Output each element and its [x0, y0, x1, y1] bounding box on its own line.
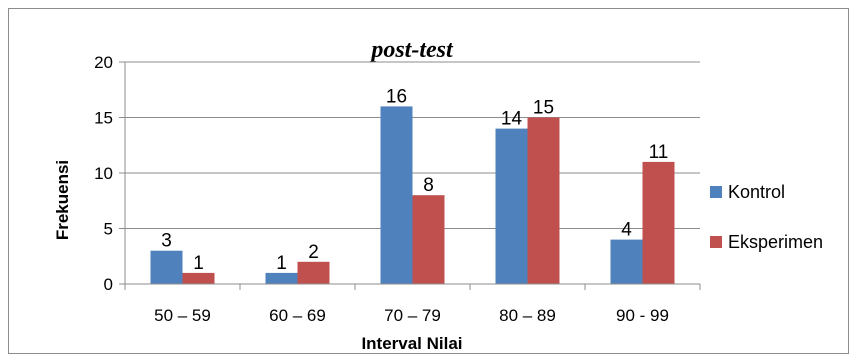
x-tick-label: 70 – 79: [384, 306, 441, 325]
legend-swatch-kontrol: [710, 186, 722, 198]
bar-kontrol: [265, 272, 298, 284]
data-label: 15: [533, 98, 554, 119]
data-label: 3: [161, 231, 172, 252]
bar-eksperimen: [297, 261, 330, 284]
data-label: 2: [308, 242, 319, 263]
y-tick-label: 10: [94, 164, 113, 183]
legend-label-eksperimen: Eksperimen: [728, 232, 823, 252]
bar-eksperimen: [642, 161, 675, 284]
x-axis-ticks: 50 – 59 60 – 69 70 – 79 80 – 89 90 - 99: [124, 284, 701, 325]
x-axis-title: Interval Nilai: [361, 334, 462, 353]
bar-eksperimen: [412, 195, 445, 284]
data-label: 1: [193, 253, 204, 274]
legend-swatch-eksperimen: [710, 236, 722, 248]
bars: [150, 106, 675, 285]
data-label: 16: [386, 86, 407, 107]
data-label: 11: [649, 142, 669, 163]
x-tick-label: 60 – 69: [269, 306, 326, 325]
legend-label-kontrol: Kontrol: [728, 182, 785, 202]
y-tick-label: 15: [94, 109, 113, 128]
x-tick-label: 80 – 89: [499, 306, 556, 325]
legend: Kontrol Eksperimen: [710, 182, 823, 252]
data-label: 1: [276, 253, 287, 274]
bar-eksperimen: [527, 117, 560, 284]
bar-kontrol: [150, 250, 183, 284]
y-axis-ticks: 0 5 10 15 20: [94, 53, 126, 294]
y-tick-label: 0: [104, 275, 113, 294]
bar-kontrol: [380, 106, 413, 285]
y-tick-label: 20: [94, 53, 113, 72]
chart-title: post-test: [369, 37, 454, 63]
bar-kontrol: [495, 128, 528, 284]
y-axis-title: Frekuensi: [53, 160, 72, 240]
data-label: 8: [423, 175, 434, 196]
x-tick-label: 50 – 59: [154, 306, 211, 325]
chart-frame: [8, 8, 849, 354]
data-label: 4: [621, 220, 632, 241]
data-label: 14: [501, 109, 523, 130]
bar-kontrol: [610, 239, 643, 284]
x-tick-label: 90 - 99: [616, 306, 669, 325]
bar-eksperimen: [182, 272, 215, 284]
y-tick-label: 5: [104, 220, 113, 239]
